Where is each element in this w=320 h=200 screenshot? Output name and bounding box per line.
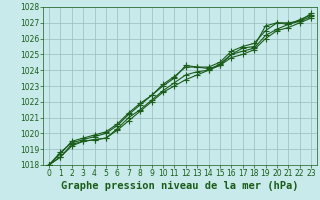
X-axis label: Graphe pression niveau de la mer (hPa): Graphe pression niveau de la mer (hPa)	[61, 181, 299, 191]
